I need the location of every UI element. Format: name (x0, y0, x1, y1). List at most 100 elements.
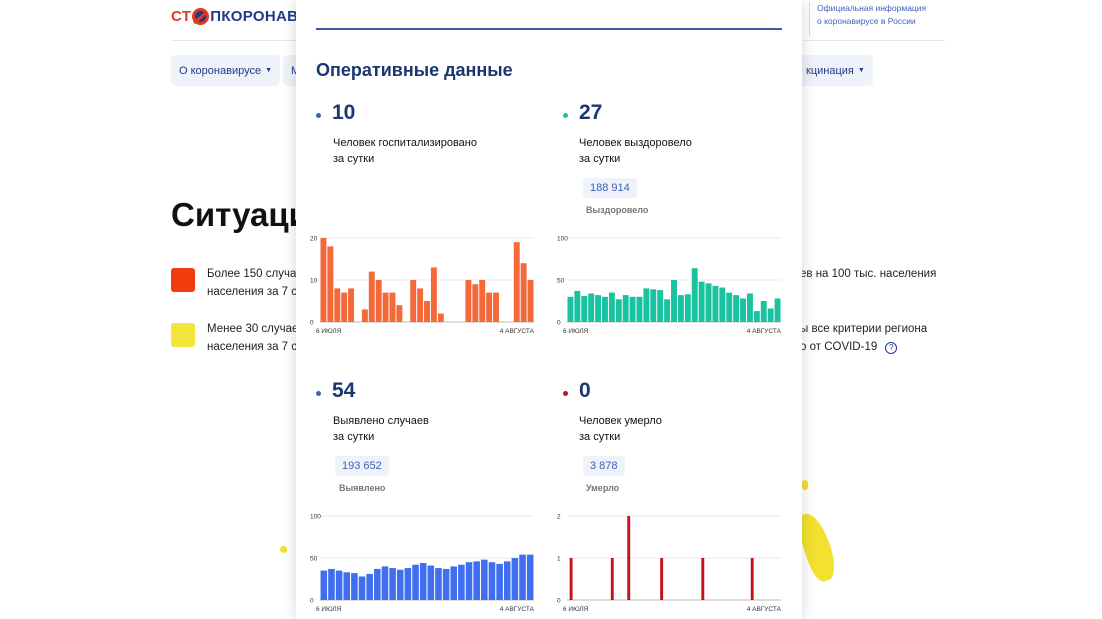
legend-line: ы все критерии региона (800, 323, 928, 335)
chart-cases[interactable]: 0 50 100 6 ИЮЛЯ 4 АВГУСТА (310, 510, 540, 616)
chart-hospitalized[interactable]: 0 10 20 6 ИЮЛЯ 4 АВГУСТА (310, 232, 540, 338)
bar-cases (473, 561, 480, 600)
y-tick-label: 50 (310, 556, 318, 563)
total-recovered-label: Выздоровело (586, 205, 649, 215)
stopcoronavirus-logo[interactable]: СТ ПКОРОНАВИ (171, 5, 309, 27)
bar-cases (335, 570, 343, 600)
x-end-label: 4 АВГУСТА (747, 328, 782, 335)
y-tick-label: 0 (557, 598, 561, 605)
stat-desc-deaths: Человек умерло за сутки (579, 413, 759, 445)
bar-recovered (760, 301, 767, 322)
bar-recovered (664, 299, 671, 322)
legend-line: населения за 7 сут (207, 341, 309, 353)
stat-desc-line: Человек умерло (579, 415, 662, 427)
legend-color-red (171, 268, 195, 292)
y-tick-label: 50 (557, 278, 565, 285)
map-region-fragment[interactable] (802, 480, 808, 490)
legend-text-yellow-right: ы все критерии региона о от COVID-19? (800, 320, 927, 356)
stat-desc-line: за сутки (333, 153, 375, 165)
y-tick-label: 2 (557, 514, 561, 521)
nav-about-coronavirus[interactable]: О коронавирусе ▼ (171, 55, 281, 86)
stat-desc-cases: Выявлено случаев за сутки (333, 413, 513, 445)
official-info-caption: Официальная информация о коронавирусе в … (809, 2, 939, 36)
bar-cases (404, 568, 412, 600)
help-icon[interactable]: ? (885, 342, 898, 354)
bar-hospitalized (424, 301, 430, 322)
bar-recovered (746, 293, 753, 322)
panel-title: Оперативные данные (316, 60, 513, 80)
bar-recovered (712, 285, 719, 322)
stat-desc-hospitalized: Человек госпитализировано за сутки (333, 135, 513, 167)
official-line-2: о коронавирусе в России (817, 16, 916, 26)
legend-line: населения за 7 сут (207, 286, 309, 298)
total-recovered-badge: 188 914 (583, 178, 637, 198)
bar-recovered (608, 292, 615, 322)
official-line-1: Официальная информация (817, 3, 927, 13)
y-tick-label: 0 (310, 320, 314, 327)
bar-recovered (691, 268, 698, 322)
bar-cases (496, 563, 503, 600)
bar-hospitalized (341, 292, 348, 322)
bar-deaths (569, 558, 573, 600)
logo-part2: ПКОРОНАВИ (210, 7, 310, 25)
bar-recovered (574, 290, 581, 322)
bar-cases (450, 566, 458, 600)
bar-cases (458, 564, 465, 600)
bar-deaths (660, 558, 664, 600)
bar-cases (374, 568, 381, 600)
nav-label: О коронавирусе (179, 64, 262, 77)
bar-recovered (581, 295, 588, 322)
bar-recovered (650, 289, 657, 322)
x-end-label: 4 АВГУСТА (500, 606, 535, 613)
bar-hospitalized (389, 292, 396, 322)
bar-cases (503, 561, 511, 600)
map-region-fragment[interactable] (280, 546, 287, 553)
legend-text-red-right: ев на 100 тыс. населения (800, 265, 936, 283)
x-start-label: 6 ИЮЛЯ (316, 328, 342, 335)
bar-hospitalized (430, 267, 437, 322)
stat-dot-recovered (563, 113, 568, 118)
total-cases-badge: 193 652 (335, 456, 389, 476)
bar-cases (343, 572, 351, 600)
caret-down-icon: ▼ (265, 67, 273, 74)
bar-cases (419, 563, 427, 600)
y-tick-label: 100 (557, 236, 568, 243)
y-tick-label: 10 (310, 278, 318, 285)
y-tick-label: 0 (557, 320, 561, 327)
bar-recovered (636, 296, 643, 322)
bar-hospitalized (527, 280, 534, 322)
bar-hospitalized (513, 242, 520, 322)
bar-recovered (622, 295, 629, 322)
stat-desc-line: за сутки (579, 431, 621, 443)
bar-recovered (588, 293, 595, 322)
bar-hospitalized (368, 271, 375, 322)
page-title: Ситуаци (171, 196, 309, 233)
bar-hospitalized (348, 288, 355, 322)
nav-label: М (291, 65, 300, 77)
nav-label: кцинация (806, 64, 854, 77)
bar-hospitalized (417, 288, 424, 322)
bar-hospitalized (361, 309, 368, 322)
bar-recovered (615, 299, 622, 322)
stat-dot-deaths (563, 391, 568, 396)
bar-cases (351, 573, 358, 600)
bar-hospitalized (327, 246, 334, 322)
bar-cases (465, 562, 473, 600)
stat-number-deaths: 0 (579, 379, 591, 402)
chart-recovered[interactable]: 0 50 100 6 ИЮЛЯ 4 АВГУСТА (557, 232, 787, 338)
bar-recovered (719, 287, 726, 322)
bar-recovered (726, 292, 733, 322)
bar-deaths (627, 516, 631, 600)
bar-cases (435, 568, 442, 600)
stat-dot-hospitalized (316, 113, 321, 118)
bar-cases (526, 554, 534, 600)
bar-hospitalized (382, 292, 389, 322)
chart-hospitalized-svg: 0 10 20 6 ИЮЛЯ 4 АВГУСТА (310, 236, 535, 336)
bar-recovered (643, 288, 650, 322)
bar-recovered (705, 283, 712, 322)
virus-icon (192, 7, 210, 25)
x-end-label: 4 АВГУСТА (747, 606, 782, 613)
chart-deaths[interactable]: 0 1 2 6 ИЮЛЯ 4 АВГУСТА (557, 510, 787, 616)
bar-cases (519, 554, 526, 600)
